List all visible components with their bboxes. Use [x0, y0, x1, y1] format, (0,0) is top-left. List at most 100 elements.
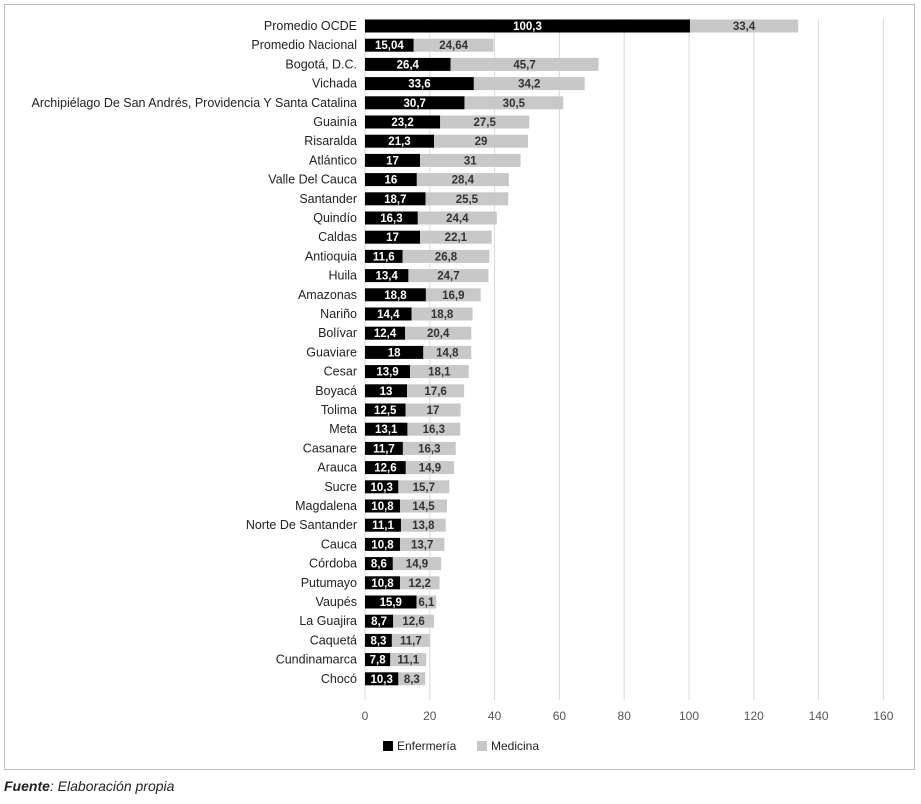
data-label-medicina: 31: [464, 155, 477, 167]
bar-enfermeria: [365, 19, 690, 33]
bar-enfermeria: [365, 595, 417, 609]
data-label-medicina: 16,3: [423, 424, 445, 436]
data-label-enfermeria: 8,3: [370, 635, 386, 647]
data-label-medicina: 11,7: [400, 635, 422, 647]
legend-swatch-medicina: [477, 741, 487, 751]
category-label: Risaralda: [304, 134, 357, 148]
x-tick-label: 100: [679, 709, 699, 723]
data-label-medicina: 34,2: [518, 79, 540, 91]
bar-medicina: [407, 422, 461, 436]
data-label-enfermeria: 11,7: [373, 443, 395, 455]
bar-enfermeria: [365, 345, 424, 359]
data-label-medicina: 14,8: [436, 347, 459, 359]
bar-enfermeria: [365, 576, 400, 590]
bar-medicina: [416, 595, 437, 609]
data-label-enfermeria: 13,4: [376, 271, 399, 283]
x-tick-label: 80: [618, 709, 632, 723]
category-label: Vichada: [312, 77, 357, 91]
bar-medicina: [398, 672, 426, 686]
data-label-enfermeria: 8,7: [371, 616, 387, 628]
bar-enfermeria: [365, 422, 408, 436]
x-tick-label: 120: [744, 709, 764, 723]
data-label-enfermeria: 11,1: [372, 520, 394, 532]
data-label-enfermeria: 13,9: [376, 367, 398, 379]
data-label-enfermeria: 30,7: [404, 98, 426, 110]
category-label: Archipiélago De San Andrés, Providencia …: [32, 96, 357, 110]
bar-medicina: [473, 77, 585, 91]
source-caption: Fuente: Elaboración propia: [4, 778, 174, 794]
category-label: Guainía: [313, 115, 357, 129]
data-label-enfermeria: 7,8: [370, 655, 387, 667]
category-label: Meta: [329, 422, 357, 436]
bar-enfermeria: [365, 384, 408, 398]
bar-medicina: [390, 653, 427, 667]
category-label: Putumayo: [301, 576, 357, 590]
bar-medicina: [398, 480, 450, 494]
bar-medicina: [410, 365, 469, 379]
category-label: Chocó: [321, 672, 357, 686]
data-label-enfermeria: 12,5: [374, 405, 397, 417]
data-label-medicina: 16,3: [418, 443, 440, 455]
bar-enfermeria: [365, 614, 394, 628]
legend: Enfermería Medicina: [383, 739, 539, 753]
data-label-enfermeria: 8,6: [371, 559, 387, 571]
bar-medicina: [689, 19, 799, 33]
x-tick-label: 20: [423, 709, 437, 723]
bar-enfermeria: [365, 153, 421, 167]
bar-medicina: [450, 57, 599, 71]
category-label: Vaupés: [316, 595, 357, 609]
data-label-medicina: 30,5: [503, 98, 526, 110]
bar-enfermeria: [365, 499, 400, 513]
data-label-medicina: 15,7: [413, 482, 435, 494]
legend-label-enfermeria: Enfermería: [397, 739, 457, 753]
data-label-medicina: 29: [475, 136, 488, 148]
category-label: Huila: [329, 269, 358, 283]
category-label: Bolívar: [318, 326, 357, 340]
category-labels: Promedio OCDE Promedio Nacional Bogotá, D.…: [32, 19, 358, 686]
bar-medicina: [399, 537, 445, 551]
category-label: Antioquia: [305, 249, 357, 263]
bar-medicina: [420, 230, 492, 244]
data-label-enfermeria: 13,1: [375, 424, 398, 436]
x-tick-label: 60: [553, 709, 567, 723]
data-label-medicina: 14,9: [419, 463, 441, 475]
caption-text: : Elaboración propia: [49, 778, 175, 794]
bar-medicina: [399, 499, 447, 513]
bar-medicina: [405, 461, 455, 475]
bar-medicina: [440, 115, 530, 129]
bar-enfermeria: [365, 557, 393, 571]
category-label: Sucre: [324, 480, 357, 494]
x-tick-label: 0: [362, 709, 369, 723]
data-label-medicina: 13,7: [411, 539, 433, 551]
x-tick-label: 160: [873, 709, 893, 723]
bar-medicina: [405, 403, 461, 417]
bar-enfermeria: [365, 192, 426, 206]
data-label-medicina: 14,9: [406, 559, 428, 571]
category-label: Amazonas: [298, 288, 357, 302]
bar-enfermeria: [365, 249, 403, 263]
category-label: Valle Del Cauca: [268, 173, 357, 187]
data-label-medicina: 8,3: [404, 674, 420, 686]
data-label-medicina: 24,4: [446, 213, 469, 225]
category-label: Promedio Nacional: [251, 38, 357, 52]
bar-enfermeria: [365, 307, 412, 321]
category-label: Córdoba: [309, 557, 357, 571]
bar-enfermeria: [365, 633, 392, 647]
category-label: Arauca: [317, 461, 357, 475]
bar-medicina: [420, 153, 521, 167]
category-label: Bogotá, D.C.: [285, 57, 357, 71]
data-label-medicina: 12,2: [409, 578, 431, 590]
category-label: Cesar: [324, 365, 357, 379]
category-label: Magdalena: [295, 499, 357, 513]
category-label: Guaviare: [306, 345, 357, 359]
chart-frame: 100,3 33,4 15,04 24,64 26,4 45,7 33,6 34,2 30,7 3…: [4, 4, 915, 770]
data-label-medicina: 17,6: [424, 386, 446, 398]
data-label-medicina: 24,7: [437, 271, 459, 283]
bar-medicina: [425, 288, 481, 302]
legend-label-medicina: Medicina: [491, 739, 539, 753]
data-label-enfermeria: 10,3: [370, 674, 392, 686]
data-label-enfermeria: 16: [385, 175, 398, 187]
category-label: Cundinamarca: [276, 653, 357, 667]
category-label: Boyacá: [315, 384, 357, 398]
data-label-medicina: 13,8: [412, 520, 435, 532]
